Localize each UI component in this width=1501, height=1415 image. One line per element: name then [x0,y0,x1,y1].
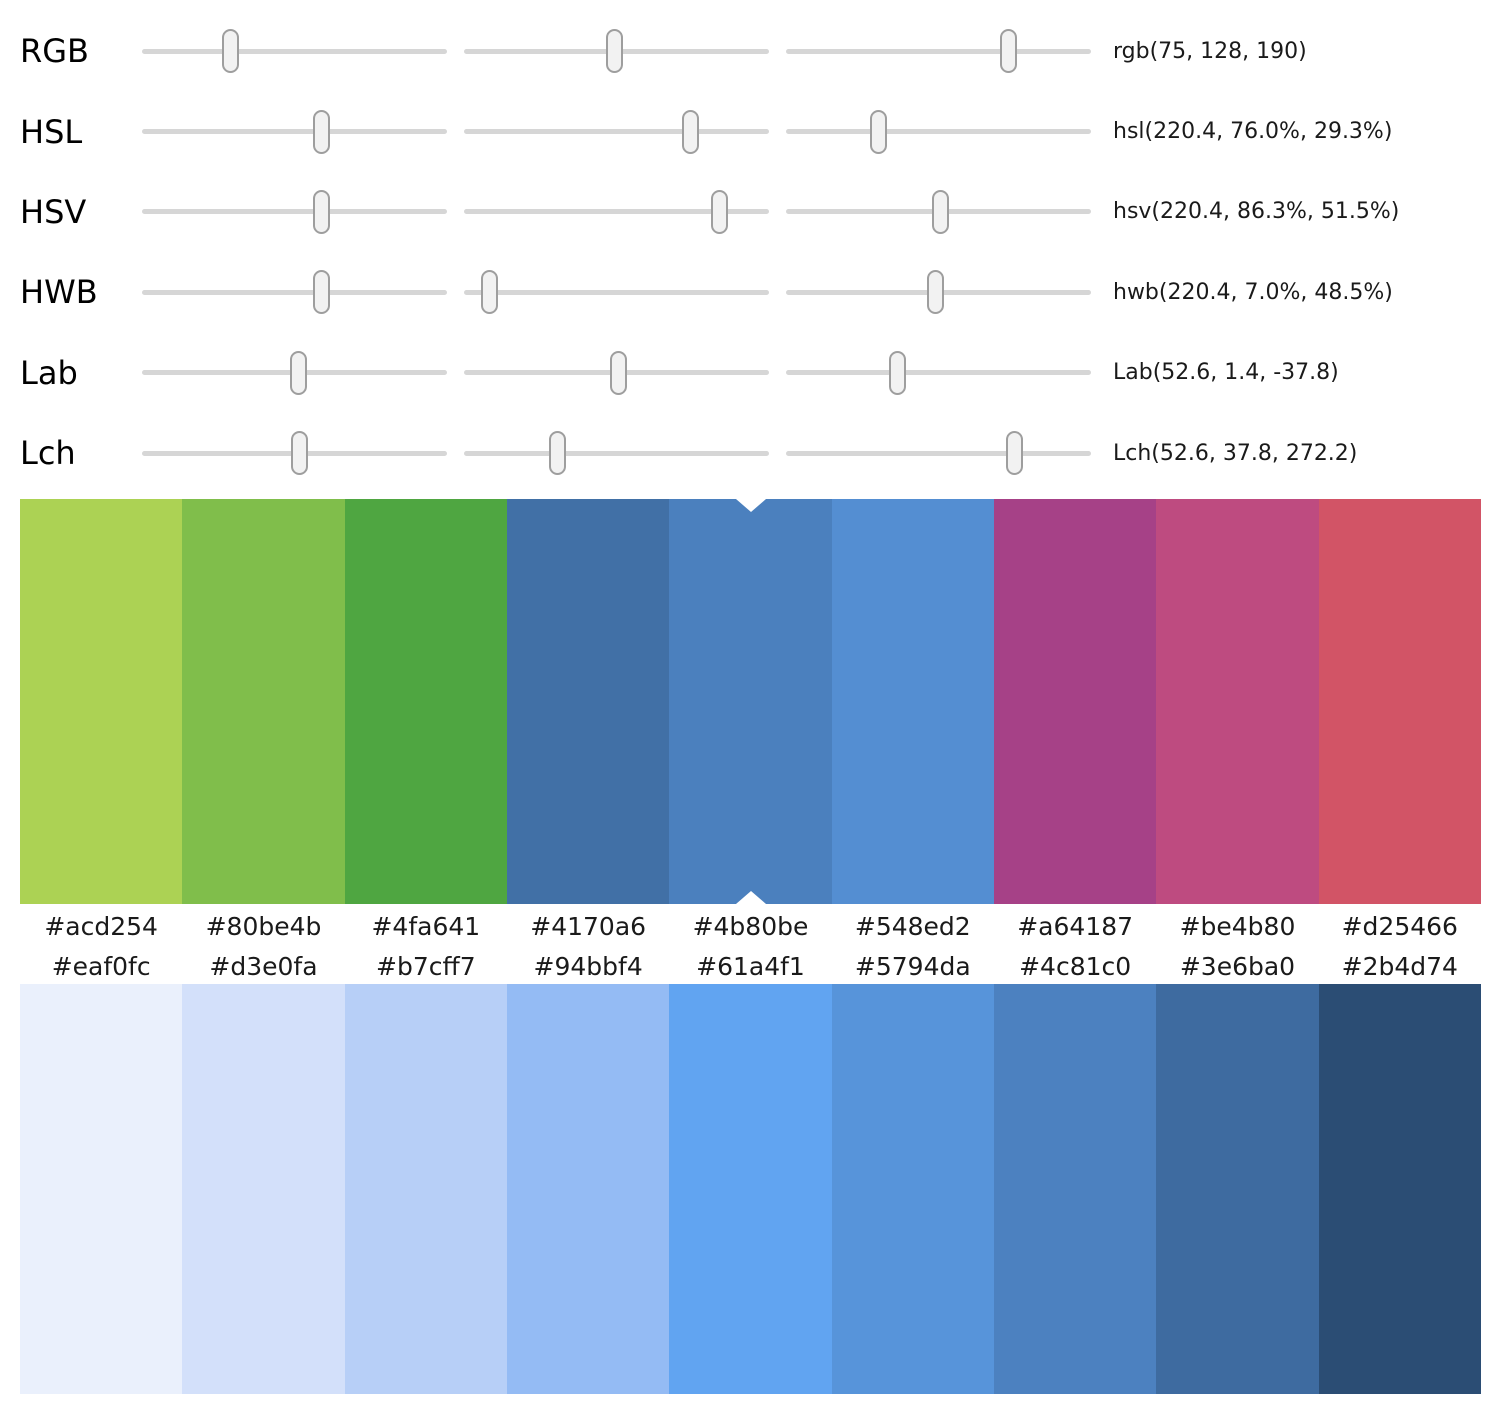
slider-thumb[interactable] [931,189,949,234]
rgb-red-slider-track[interactable] [142,29,447,74]
hwb-hue-slider-track[interactable] [142,270,447,315]
palette-swatch[interactable] [669,984,832,1395]
slider-thumb[interactable] [481,270,499,315]
swatch-hex-label: #4b80be [692,911,809,941]
swatch-hex-label: #548ed2 [854,911,971,941]
palette-swatch[interactable] [993,984,1157,1395]
palette-swatch[interactable] [344,984,507,1395]
palette-swatch[interactable] [831,984,994,1395]
slider-thumb[interactable] [869,109,887,154]
slider-row-label: Lab [20,353,78,392]
swatch-hex-label: #3e6ba0 [1179,951,1296,981]
slider-thumb[interactable] [889,350,907,395]
slider-row-lch: Lch Lch(52.6, 37.8, 272.2) [20,413,1501,493]
slider-thumb[interactable] [609,350,627,395]
swatch-hex-label: #be4b80 [1179,911,1296,941]
slider-thumb[interactable] [681,109,699,154]
slider-thumb[interactable] [548,431,566,476]
hsl-saturation-slider-track[interactable] [464,109,769,154]
palette-swatch[interactable] [1318,984,1481,1395]
hwb-whiteness-slider-track[interactable] [464,270,769,315]
slider-thumb[interactable] [711,189,729,234]
rgb-green-slider-track[interactable] [464,29,769,74]
lch-chroma-slider-track[interactable] [464,431,769,476]
palette-swatch[interactable] [20,499,183,905]
palette-swatch[interactable] [182,984,345,1395]
slider-thumb[interactable] [291,431,309,476]
slider-row-hsl: HSL hsl(220.4, 76.0%, 29.3%) [20,91,1501,171]
swatch-hex-label: #acd254 [44,911,158,941]
palette-swatch[interactable] [506,984,670,1395]
slider-row-label: RGB [20,32,89,71]
swatch-hex-label: #2b4d74 [1341,951,1458,981]
lch-l-slider-track[interactable] [142,431,447,476]
tint-palette [20,984,1481,1395]
swatch-hex-label: #4170a6 [530,911,647,941]
slider-row-label: HSL [20,112,83,151]
lch-hue-slider-track[interactable] [786,431,1091,476]
swatch-hex-label: #61a4f1 [696,951,805,981]
swatch-hex-label: #4c81c0 [1019,951,1132,981]
swatch-hex-label: #94bbf4 [533,951,643,981]
slider-row-rgb: RGB rgb(75, 128, 190) [20,11,1501,91]
palette-swatch[interactable] [1156,499,1319,905]
palette-swatch[interactable] [1318,499,1481,905]
slider-thumb[interactable] [313,109,331,154]
palette-swatch[interactable] [1156,984,1319,1395]
slider-row-hwb: HWB hwb(220.4, 7.0%, 48.5%) [20,252,1501,332]
hue-palette-hex-labels: #acd254 #80be4b #4fa641 #4170a6 #4b80be … [20,904,1481,948]
swatch-hex-label: #5794da [854,951,971,981]
selected-swatch-notch-bottom-icon [735,891,766,905]
swatch-hex-label: #eaf0fc [51,951,151,981]
slider-thumb[interactable] [313,189,331,234]
tint-palette-hex-labels: #eaf0fc #d3e0fa #b7cff7 #94bbf4 #61a4f1 … [20,948,1481,984]
swatch-hex-label: #b7cff7 [376,951,476,981]
color-value-text: rgb(75, 128, 190) [1113,38,1307,64]
slider-row-lab: Lab Lab(52.6, 1.4, -37.8) [20,333,1501,413]
slider-thumb[interactable] [606,29,624,74]
color-sliders-panel: RGB rgb(75, 128, 190) HSL hsl(220.4, 76.… [0,0,1501,493]
slider-row-label: HWB [20,273,98,312]
swatch-hex-label: #d25466 [1341,911,1458,941]
lab-l-slider-track[interactable] [142,350,447,395]
palette-swatch[interactable] [344,499,507,905]
slider-thumb[interactable] [1005,431,1023,476]
slider-thumb[interactable] [926,270,944,315]
slider-thumb[interactable] [289,350,307,395]
palette-swatch[interactable] [831,499,994,905]
palette-swatch[interactable] [506,499,670,905]
palette-swatch[interactable] [993,499,1157,905]
hsv-value-slider-track[interactable] [786,189,1091,234]
slider-row-label: Lch [20,434,76,473]
slider-thumb[interactable] [221,29,239,74]
color-value-text: hwb(220.4, 7.0%, 48.5%) [1113,279,1393,305]
swatch-hex-label: #d3e0fa [209,951,318,981]
slider-row-hsv: HSV hsv(220.4, 86.3%, 51.5%) [20,172,1501,252]
slider-thumb[interactable] [313,270,331,315]
swatch-hex-label: #4fa641 [371,911,481,941]
hsl-hue-slider-track[interactable] [142,109,447,154]
selected-swatch-notch-top-icon [735,499,766,513]
slider-row-label: HSV [20,192,87,231]
palette-swatch[interactable] [20,984,183,1395]
lab-b-slider-track[interactable] [786,350,1091,395]
hsv-saturation-slider-track[interactable] [464,189,769,234]
color-value-text: hsl(220.4, 76.0%, 29.3%) [1113,119,1393,145]
hue-palette [20,499,1481,905]
slider-thumb[interactable] [999,29,1017,74]
color-value-text: hsv(220.4, 86.3%, 51.5%) [1113,199,1400,225]
rgb-blue-slider-track[interactable] [786,29,1091,74]
swatch-hex-label: #a64187 [1017,911,1134,941]
color-value-text: Lab(52.6, 1.4, -37.8) [1113,360,1339,386]
palettes-panel: #acd254 #80be4b #4fa641 #4170a6 #4b80be … [20,499,1481,1395]
palette-swatch-selected[interactable] [669,499,832,905]
lab-a-slider-track[interactable] [464,350,769,395]
hsl-lightness-slider-track[interactable] [786,109,1091,154]
palette-swatch[interactable] [182,499,345,905]
hsv-hue-slider-track[interactable] [142,189,447,234]
hwb-blackness-slider-track[interactable] [786,270,1091,315]
swatch-hex-label: #80be4b [205,911,322,941]
color-value-text: Lch(52.6, 37.8, 272.2) [1113,440,1358,466]
